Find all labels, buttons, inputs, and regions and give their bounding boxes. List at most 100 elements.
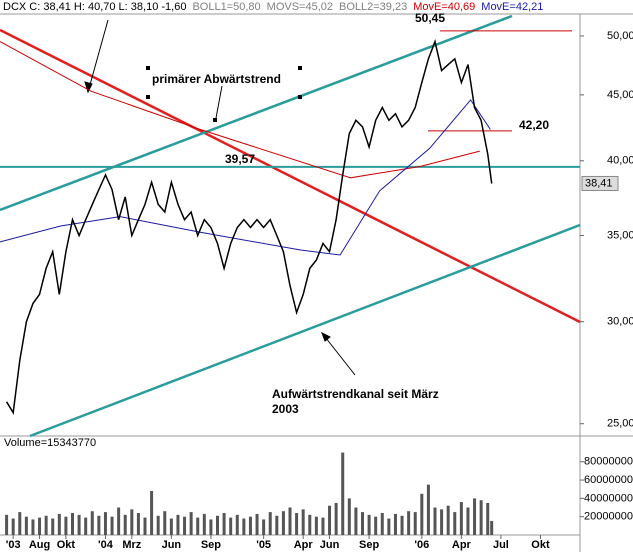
volume-bar bbox=[97, 515, 101, 535]
last-price-label: 38,41 bbox=[585, 177, 613, 189]
volume-bar bbox=[189, 512, 193, 535]
x-tick-label: Okt bbox=[531, 539, 550, 551]
y-tick-label: 35,00 bbox=[607, 229, 633, 241]
volume-bar bbox=[143, 517, 147, 535]
volume-bar bbox=[77, 514, 81, 535]
volume-tick-label: 60000000 bbox=[584, 474, 633, 486]
downtrend-line bbox=[0, 28, 581, 324]
volume-bar bbox=[216, 515, 219, 535]
x-tick-label: Apr bbox=[452, 539, 472, 551]
header-field: MOVS=45,02 bbox=[267, 1, 333, 13]
volume-bar bbox=[5, 514, 9, 535]
channel-lower bbox=[29, 223, 581, 438]
volume-bar bbox=[90, 511, 94, 535]
volume-label: Volume=15343770 bbox=[4, 437, 96, 449]
volume-bar bbox=[301, 509, 305, 535]
volume-bar bbox=[308, 514, 312, 535]
moving-average bbox=[0, 99, 491, 256]
volume-tick-label: 20000000 bbox=[584, 511, 633, 523]
volume-bar bbox=[163, 511, 167, 535]
volume-bar bbox=[176, 514, 180, 535]
volume-bar bbox=[490, 520, 494, 535]
header: DCX C: 38,41 H: 40,70 L: 38,10 -1,60 BOLL… bbox=[3, 1, 543, 13]
volume-bar bbox=[57, 513, 61, 535]
volume-bar bbox=[235, 514, 239, 535]
volume-bar bbox=[387, 518, 391, 535]
volume-bar bbox=[110, 516, 114, 535]
volume-bar bbox=[242, 518, 246, 535]
header-field: MovE=42,21 bbox=[481, 1, 543, 13]
volume-bar bbox=[262, 519, 266, 535]
volume-bar bbox=[321, 517, 325, 535]
volume-bar bbox=[413, 512, 417, 535]
volume-bar bbox=[314, 516, 318, 535]
x-tick-label: Sep bbox=[201, 539, 221, 551]
volume-bar bbox=[117, 507, 121, 535]
volume-bar bbox=[255, 513, 259, 535]
volume-bar bbox=[84, 517, 88, 535]
volume-bar bbox=[18, 512, 22, 535]
x-tick-label: Sep bbox=[359, 539, 379, 551]
volume-bar bbox=[328, 505, 332, 535]
x-tick-label: Okt bbox=[57, 539, 76, 551]
volume-bar bbox=[24, 516, 28, 535]
handles bbox=[146, 66, 302, 122]
volume-bar bbox=[420, 493, 424, 535]
y-tick-label: 50,00 bbox=[607, 30, 633, 42]
volume-bar bbox=[400, 515, 404, 535]
level-label: 50,45 bbox=[415, 11, 445, 25]
level-label: 42,20 bbox=[519, 118, 549, 132]
volume-bar bbox=[229, 517, 233, 535]
last-price-box bbox=[581, 175, 619, 191]
volume-bar bbox=[150, 491, 154, 535]
volume-bar bbox=[51, 518, 55, 535]
y-tick-label: 30,00 bbox=[607, 316, 633, 328]
volume-bar bbox=[268, 512, 272, 535]
volume-bar bbox=[103, 512, 107, 535]
volume-bar bbox=[473, 498, 477, 535]
header-field: MovE=40,69 bbox=[413, 1, 475, 13]
x-tick-label: '03 bbox=[6, 539, 21, 551]
moving-average bbox=[0, 41, 480, 179]
volume-bar bbox=[347, 498, 351, 535]
x-tick-label: '06 bbox=[414, 539, 429, 551]
volume-bar bbox=[202, 513, 206, 535]
x-tick-label: '05 bbox=[256, 539, 271, 551]
volume-bar bbox=[380, 513, 384, 535]
volume-bar bbox=[275, 515, 279, 535]
volume-bar bbox=[367, 514, 371, 535]
volume-bar bbox=[209, 519, 213, 535]
y-tick-label: 25,00 bbox=[607, 418, 633, 430]
volume-bar bbox=[334, 502, 338, 535]
volume-bar bbox=[31, 519, 35, 535]
header-field: BOLL1=50,80 bbox=[192, 1, 260, 13]
x-tick-label: Jun bbox=[320, 539, 340, 551]
volume-bar bbox=[64, 516, 68, 535]
volume-bar bbox=[248, 516, 252, 535]
volume-tick-label: 40000000 bbox=[584, 492, 633, 504]
volume-bar bbox=[130, 509, 134, 535]
channel-upper bbox=[0, 14, 513, 212]
volume-bar bbox=[361, 512, 364, 535]
volume-bar bbox=[183, 516, 187, 535]
y-tick-label: 40,00 bbox=[607, 155, 633, 167]
y-tick-label: 45,00 bbox=[607, 89, 633, 101]
x-tick-label: Jul bbox=[493, 539, 509, 551]
volume-bar bbox=[393, 513, 397, 535]
annotation: Aufwärtstrendkanal seit März bbox=[272, 387, 439, 401]
x-tick-label: Aug bbox=[29, 539, 50, 551]
volume-bar bbox=[281, 511, 285, 535]
volume-bar bbox=[196, 517, 200, 535]
volume-bar bbox=[374, 516, 378, 535]
x-tick-label: Apr bbox=[294, 539, 314, 551]
volume-bar bbox=[222, 513, 226, 535]
volume-bar bbox=[288, 507, 292, 535]
volume-bar bbox=[407, 511, 411, 535]
volume-bar bbox=[11, 518, 15, 535]
volume-bar bbox=[466, 507, 470, 535]
level-label: 39,57 bbox=[225, 152, 255, 166]
volume-bar bbox=[123, 514, 127, 535]
x-tick-label: Jun bbox=[162, 539, 182, 551]
